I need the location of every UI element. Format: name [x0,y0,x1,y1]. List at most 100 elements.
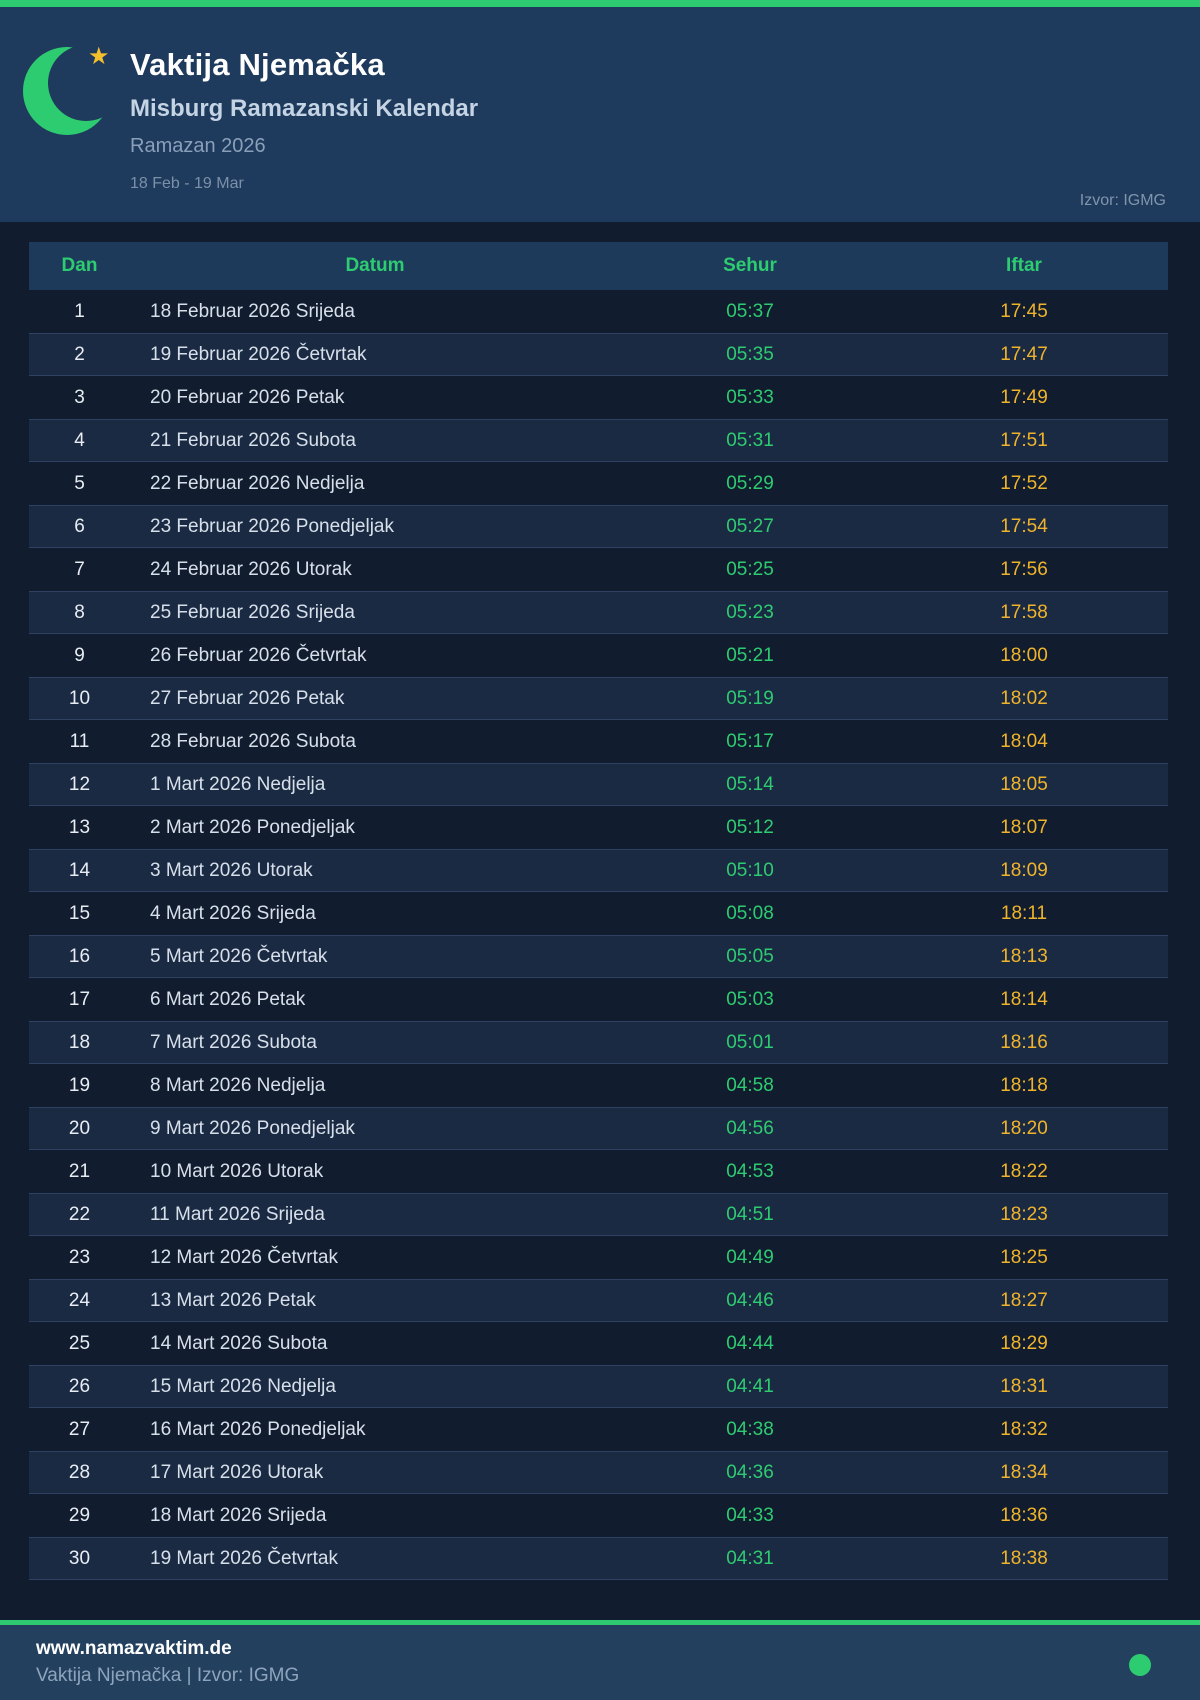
date-cell: 5 Mart 2026 Četvrtak [150,945,328,967]
iftar-time-cell: 18:20 [1000,1117,1048,1139]
date-cell: 15 Mart 2026 Nedjelja [150,1375,336,1397]
sehur-time-cell: 05:33 [726,386,774,408]
iftar-time-cell: 17:56 [1000,558,1048,580]
sehur-time-cell: 04:44 [726,1332,774,1354]
table-row: 10 27 Februar 2026 Petak 05:19 18:02 [29,677,1168,720]
sehur-time-cell: 05:08 [726,902,774,924]
sehur-time-cell: 05:23 [726,601,774,623]
header: ★ Vaktija Njemačka Misburg Ramazanski Ka… [0,7,1200,222]
day-cell: 25 [68,1332,91,1354]
day-cell: 27 [68,1418,91,1440]
day-cell: 20 [68,1117,91,1139]
column-header-sehur: Sehur [723,255,777,276]
day-cell: 7 [74,558,85,580]
date-cell: 24 Februar 2026 Utorak [150,558,352,580]
footer: www.namazvaktim.de Vaktija Njemačka | Iz… [0,1625,1200,1700]
iftar-time-cell: 18:34 [1000,1461,1048,1483]
date-cell: 10 Mart 2026 Utorak [150,1160,324,1182]
table-row: 14 3 Mart 2026 Utorak 05:10 18:09 [29,849,1168,892]
date-range: 18 Feb - 19 Mar [130,175,244,192]
iftar-time-cell: 18:36 [1000,1504,1048,1526]
day-cell: 13 [68,816,91,838]
iftar-time-cell: 17:47 [1000,343,1048,365]
table-row: 3 20 Februar 2026 Petak 05:33 17:49 [29,376,1168,419]
day-cell: 26 [68,1375,91,1397]
day-cell: 28 [68,1461,91,1483]
table-row: 6 23 Februar 2026 Ponedjeljak 05:27 17:5… [29,505,1168,548]
sehur-time-cell: 05:03 [726,988,774,1010]
page-subtitle: Misburg Ramazanski Kalendar [130,95,479,122]
column-header-iftar: Iftar [1006,255,1042,276]
iftar-time-cell: 18:32 [1000,1418,1048,1440]
iftar-time-cell: 18:18 [1000,1074,1048,1096]
day-cell: 21 [68,1160,91,1182]
sehur-time-cell: 04:38 [726,1418,774,1440]
table-row: 25 14 Mart 2026 Subota 04:44 18:29 [29,1322,1168,1365]
date-cell: 18 Mart 2026 Srijeda [150,1504,327,1526]
date-cell: 13 Mart 2026 Petak [150,1289,316,1311]
day-cell: 19 [68,1074,91,1096]
date-cell: 28 Februar 2026 Subota [150,730,356,752]
table-row: 9 26 Februar 2026 Četvrtak 05:21 18:00 [29,634,1168,677]
day-cell: 17 [68,988,91,1010]
table-row: 13 2 Mart 2026 Ponedjeljak 05:12 18:07 [29,806,1168,849]
iftar-time-cell: 18:16 [1000,1031,1048,1053]
day-cell: 24 [68,1289,91,1311]
day-cell: 2 [74,343,85,365]
footer-tagline: Vaktija Njemačka | Izvor: IGMG [36,1665,300,1686]
day-cell: 10 [68,687,91,709]
date-cell: 1 Mart 2026 Nedjelja [150,773,326,795]
day-cell: 4 [74,429,85,451]
table-row: 11 28 Februar 2026 Subota 05:17 18:04 [29,720,1168,763]
iftar-time-cell: 18:23 [1000,1203,1048,1225]
table-row: 17 6 Mart 2026 Petak 05:03 18:14 [29,978,1168,1021]
iftar-time-cell: 18:29 [1000,1332,1048,1354]
star-icon: ★ [88,43,110,70]
date-cell: 25 Februar 2026 Srijeda [150,601,355,623]
day-cell: 30 [68,1547,91,1569]
sehur-time-cell: 05:12 [726,816,774,838]
iftar-time-cell: 18:09 [1000,859,1048,881]
page-title: Vaktija Njemačka [130,47,385,82]
table-row: 5 22 Februar 2026 Nedjelja 05:29 17:52 [29,462,1168,505]
sehur-time-cell: 05:14 [726,773,774,795]
table-row: 12 1 Mart 2026 Nedjelja 05:14 18:05 [29,763,1168,806]
date-cell: 19 Februar 2026 Četvrtak [150,343,367,365]
iftar-time-cell: 18:14 [1000,988,1048,1010]
day-cell: 22 [68,1203,91,1225]
day-cell: 1 [74,300,85,322]
table-row: 21 10 Mart 2026 Utorak 04:53 18:22 [29,1150,1168,1193]
sehur-time-cell: 05:05 [726,945,774,967]
day-cell: 14 [68,859,91,881]
day-cell: 29 [68,1504,91,1526]
day-cell: 5 [74,472,85,494]
table-row: 16 5 Mart 2026 Četvrtak 05:05 18:13 [29,935,1168,978]
column-header-dan: Dan [61,255,98,276]
sehur-time-cell: 05:10 [726,859,774,881]
day-cell: 23 [68,1246,91,1268]
iftar-time-cell: 18:02 [1000,687,1048,709]
sehur-time-cell: 05:21 [726,644,774,666]
source-label: Izvor: IGMG [1079,192,1166,209]
top-accent-bar [0,0,1200,7]
sehur-time-cell: 04:51 [726,1203,774,1225]
table-row: 30 19 Mart 2026 Četvrtak 04:31 18:38 [29,1537,1168,1580]
day-cell: 12 [68,773,91,795]
day-cell: 6 [74,515,85,537]
table-body: 1 18 Februar 2026 Srijeda 05:37 17:45 2 … [29,290,1168,1580]
iftar-time-cell: 18:05 [1000,773,1048,795]
date-cell: 23 Februar 2026 Ponedjeljak [150,515,395,537]
table-row: 22 11 Mart 2026 Srijeda 04:51 18:23 [29,1193,1168,1236]
date-cell: 16 Mart 2026 Ponedjeljak [150,1418,366,1440]
table-row: 27 16 Mart 2026 Ponedjeljak 04:38 18:32 [29,1408,1168,1451]
day-cell: 18 [68,1031,91,1053]
iftar-time-cell: 17:52 [1000,472,1048,494]
date-cell: 14 Mart 2026 Subota [150,1332,328,1354]
date-cell: 26 Februar 2026 Četvrtak [150,644,367,666]
date-cell: 7 Mart 2026 Subota [150,1031,317,1053]
crescent-moon-icon [22,45,124,136]
date-cell: 12 Mart 2026 Četvrtak [150,1246,338,1268]
date-cell: 17 Mart 2026 Utorak [150,1461,324,1483]
iftar-time-cell: 18:25 [1000,1246,1048,1268]
sehur-time-cell: 05:27 [726,515,774,537]
